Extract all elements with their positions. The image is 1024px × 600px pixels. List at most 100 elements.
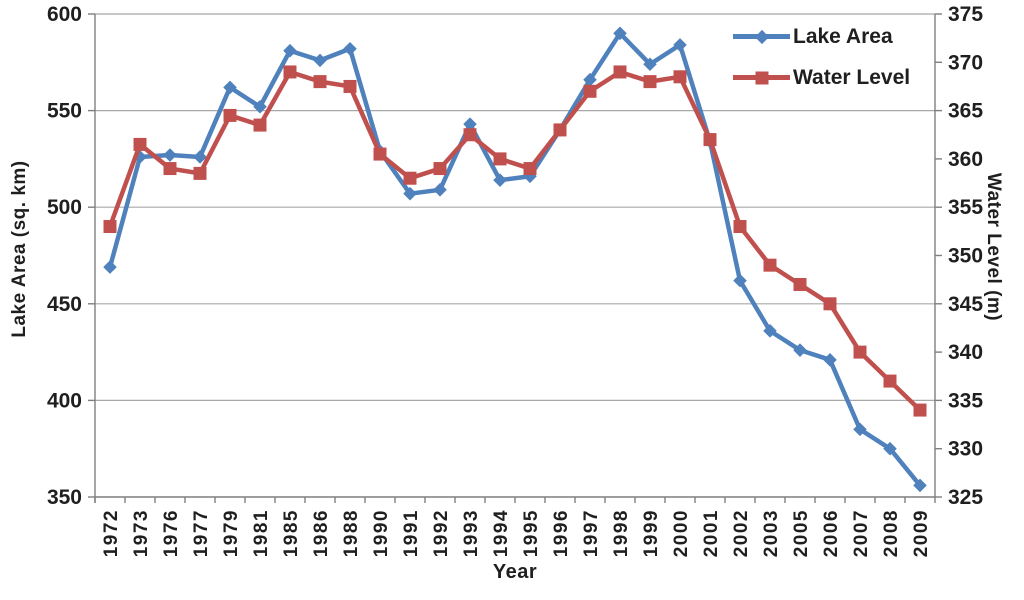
data-point-square	[373, 147, 387, 161]
right-axis-tick-label: 330	[948, 438, 983, 461]
x-tick-label: 1999	[641, 509, 662, 557]
data-point-square	[313, 75, 327, 89]
left-axis-title: Lake Area (sq. km)	[9, 160, 30, 338]
data-point-square	[103, 220, 117, 234]
diamond-marker-icon	[754, 29, 769, 44]
data-point-diamond	[853, 422, 867, 437]
lake-area-line-swatch	[733, 29, 790, 44]
data-point-square	[223, 108, 237, 122]
x-tick-label: 2003	[761, 509, 782, 557]
data-point-diamond	[253, 99, 267, 114]
x-tick-label: 1992	[431, 509, 452, 557]
x-tick-label: 1973	[131, 509, 152, 557]
data-point-square	[823, 297, 837, 311]
left-axis-tick-label: 600	[47, 3, 82, 26]
x-tick-label: 1981	[251, 509, 272, 557]
data-point-diamond	[793, 343, 807, 357]
right-axis-tick-label: 335	[948, 389, 983, 412]
data-point-diamond	[763, 324, 777, 338]
data-point-square	[553, 123, 567, 137]
data-point-square	[463, 128, 477, 142]
square-marker-icon	[755, 71, 768, 84]
x-tick-label: 1996	[551, 509, 572, 557]
x-tick-label: 1994	[491, 509, 512, 557]
data-point-square	[883, 374, 897, 388]
data-point-square	[193, 166, 207, 180]
data-point-diamond	[613, 26, 627, 41]
data-point-square	[733, 220, 747, 234]
x-tick-label: 1976	[161, 509, 182, 557]
data-point-diamond	[343, 41, 357, 56]
data-point-diamond	[433, 183, 447, 197]
right-axis-tick-label: 375	[948, 3, 983, 26]
right-axis-tick-label: 325	[948, 486, 983, 509]
data-point-diamond	[913, 478, 927, 493]
right-axis-tick-label: 350	[948, 245, 983, 268]
data-point-square	[433, 162, 447, 176]
legend: Lake Area Water Level	[733, 16, 948, 98]
data-point-square	[523, 162, 537, 176]
data-point-diamond	[883, 441, 897, 456]
legend-item-lake-area: Lake Area	[733, 16, 948, 57]
x-tick-label: 1995	[521, 509, 542, 557]
data-point-square	[643, 75, 657, 89]
x-tick-label: 2007	[851, 509, 872, 557]
data-point-diamond	[193, 150, 207, 164]
left-axis-tick-label: 450	[47, 293, 82, 316]
data-point-square	[673, 70, 687, 84]
right-axis-tick-label: 355	[948, 196, 983, 219]
data-point-diamond	[493, 173, 507, 187]
data-point-diamond	[733, 273, 747, 288]
x-tick-label: 1977	[191, 509, 212, 557]
data-point-diamond	[583, 72, 597, 87]
data-point-square	[853, 345, 867, 359]
right-axis-tick-label: 360	[948, 148, 983, 171]
x-tick-label: 1972	[101, 509, 122, 557]
data-point-diamond	[403, 186, 417, 201]
data-point-square	[703, 133, 717, 147]
data-point-square	[133, 137, 147, 151]
x-tick-label: 1985	[281, 509, 302, 557]
left-axis-tick-label: 400	[47, 389, 82, 412]
left-axis-tick-label: 500	[47, 196, 82, 219]
data-point-square	[253, 118, 267, 132]
data-point-diamond	[163, 148, 177, 162]
data-point-square	[763, 258, 777, 272]
water-level-line-swatch	[733, 71, 790, 84]
x-tick-label: 2009	[911, 509, 932, 557]
legend-label-lake-area: Lake Area	[793, 24, 893, 48]
x-tick-label: 2001	[701, 509, 722, 557]
x-tick-label: 2006	[821, 509, 842, 557]
x-tick-label: 2000	[671, 509, 692, 557]
right-axis-tick-label: 365	[948, 100, 983, 123]
data-point-diamond	[313, 53, 327, 68]
x-tick-label: 1998	[611, 509, 632, 557]
x-tick-label: 2005	[791, 509, 812, 557]
x-tick-label: 1990	[371, 509, 392, 557]
data-point-square	[403, 171, 417, 185]
x-tick-label: 2002	[731, 509, 752, 557]
data-point-square	[583, 84, 597, 98]
data-point-square	[913, 403, 927, 417]
x-tick-label: 1979	[221, 509, 242, 557]
left-axis-tick-label: 350	[47, 486, 82, 509]
x-tick-label: 2008	[881, 509, 902, 557]
data-point-square	[163, 162, 177, 176]
data-point-diamond	[823, 353, 837, 367]
legend-item-water-level: Water Level	[733, 57, 948, 98]
data-point-diamond	[643, 57, 657, 72]
series-line-water-level	[107, 69, 923, 413]
x-tick-label: 1993	[461, 509, 482, 557]
x-tick-label: 1988	[341, 509, 362, 557]
right-axis-tick-label: 345	[948, 293, 983, 316]
data-point-diamond	[103, 260, 117, 274]
data-point-square	[613, 65, 627, 79]
series-line-lake-area	[107, 31, 923, 488]
right-axis-tick-label: 370	[948, 51, 983, 74]
right-axis-tick-label: 340	[948, 341, 983, 364]
data-point-square	[343, 79, 357, 93]
data-point-square	[283, 65, 297, 79]
x-tick-label: 1991	[401, 509, 422, 557]
